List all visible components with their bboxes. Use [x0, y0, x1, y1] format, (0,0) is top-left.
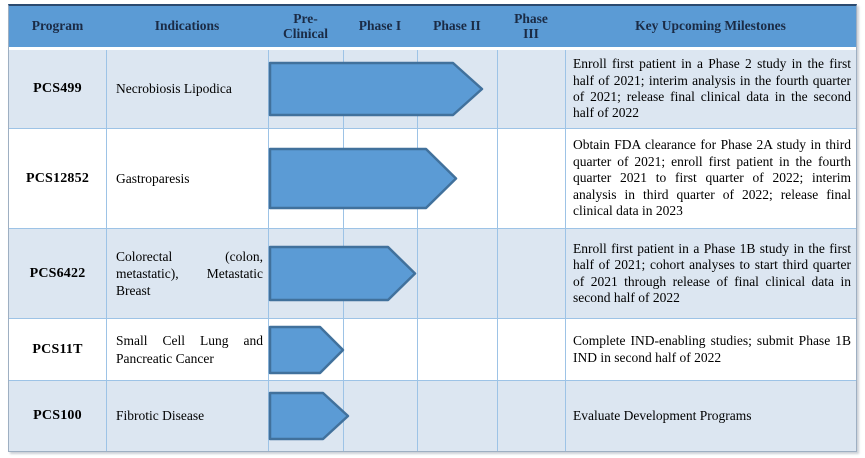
stage-cell-phase3: [497, 381, 565, 451]
header-phase3-label: Phase III: [514, 10, 548, 41]
table-header-row: Program Indications Pre-Clinical Phase I…: [9, 6, 856, 47]
table-row-pcs11t: PCS11T Small Cell Lung and Pancreatic Ca…: [9, 318, 856, 380]
program-name: PCS11T: [32, 341, 83, 357]
stage-cell-phase1: [343, 319, 417, 380]
milestones-cell: Obtain FDA clearance for Phase 2A study …: [565, 129, 856, 228]
table-row-pcs6422: PCS6422 Colorectal (colon, metastatic), …: [9, 228, 856, 318]
milestones-text: Evaluate Development Programs: [573, 407, 752, 423]
header-phase1-label: Phase I: [358, 18, 402, 34]
stage-cell-phase2: [417, 129, 497, 228]
stage-cell-preclinical: [268, 129, 343, 228]
header-preclinical-label: Pre-Clinical: [282, 10, 328, 41]
program-name: PCS100: [33, 408, 82, 423]
program-name: PCS12852: [25, 170, 90, 186]
stage-cell-phase3: [497, 319, 565, 380]
program-name: PCS6422: [29, 265, 86, 281]
header-phase3: Phase III: [497, 6, 565, 47]
stage-cell-phase1: [343, 381, 417, 451]
milestones-cell: Enroll first patient in a Phase 1B study…: [565, 229, 856, 318]
table-row-pcs100: PCS100 Fibrotic Disease Evaluate Develop…: [9, 380, 856, 451]
milestones-cell: Complete IND-enabling studies; submit Ph…: [565, 319, 856, 380]
indication-cell: Fibrotic Disease: [106, 381, 268, 451]
stage-cell-preclinical: [268, 50, 343, 128]
stage-cell-preclinical: [268, 381, 343, 451]
stage-cell-phase3: [497, 129, 565, 228]
header-phase2-label: Phase II: [433, 18, 481, 34]
milestones-cell: Evaluate Development Programs: [565, 381, 856, 451]
indication-text: Gastroparesis: [116, 170, 190, 186]
stage-cell-phase2: [417, 50, 497, 128]
indication-cell: Small Cell Lung and Pancreatic Cancer: [106, 319, 268, 380]
stage-cell-phase2: [417, 381, 497, 451]
indication-text: Necrobiosis Lipodica: [116, 81, 232, 97]
milestones-text: Enroll first patient in a Phase 2 study …: [573, 56, 851, 121]
indication-cell: Necrobiosis Lipodica: [106, 50, 268, 128]
header-phase1: Phase I: [343, 6, 417, 47]
header-phase2: Phase II: [417, 6, 497, 47]
program-name: PCS499: [33, 81, 82, 96]
stage-cell-phase2: [417, 229, 497, 318]
stage-cell-preclinical: [268, 229, 343, 318]
header-program: Program: [9, 6, 106, 47]
indication-cell: Gastroparesis: [106, 129, 268, 228]
indication-text: Fibrotic Disease: [116, 408, 205, 424]
indication-cell: Colorectal (colon, metastatic), Metastat…: [106, 229, 268, 318]
stage-cell-phase3: [497, 50, 565, 128]
indication-text: Small Cell Lung and Pancreatic Cancer: [116, 333, 263, 366]
stage-cell-phase3: [497, 229, 565, 318]
header-indications: Indications: [106, 6, 268, 47]
milestones-text: Obtain FDA clearance for Phase 2A study …: [573, 137, 851, 219]
header-milestones-label: Key Upcoming Milestones: [635, 18, 786, 34]
header-milestones: Key Upcoming Milestones: [565, 6, 856, 47]
header-indications-label: Indications: [154, 18, 220, 34]
pipeline-table: Program Indications Pre-Clinical Phase I…: [8, 4, 857, 452]
stage-cell-phase1: [343, 50, 417, 128]
table-row-pcs12852: PCS12852 Gastroparesis Obtain FDA cleara…: [9, 128, 856, 228]
stage-cell-preclinical: [268, 319, 343, 380]
milestones-text: Complete IND-enabling studies; submit Ph…: [573, 333, 851, 365]
milestones-cell: Enroll first patient in a Phase 2 study …: [565, 50, 856, 128]
milestones-text: Enroll first patient in a Phase 1B study…: [573, 240, 851, 305]
header-preclinical: Pre-Clinical: [268, 6, 343, 47]
table-row-pcs499: PCS499 Necrobiosis Lipodica Enroll first…: [9, 50, 856, 128]
stage-cell-phase1: [343, 229, 417, 318]
indication-text: Colorectal (colon, metastatic), Metastat…: [116, 248, 263, 299]
stage-cell-phase1: [343, 129, 417, 228]
stage-cell-phase2: [417, 319, 497, 380]
header-program-label: Program: [31, 18, 84, 34]
